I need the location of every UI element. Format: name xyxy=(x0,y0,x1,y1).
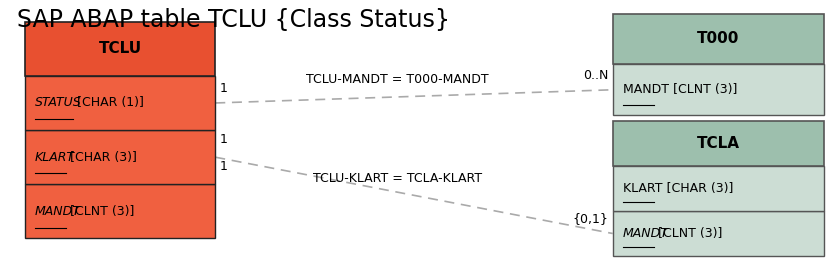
Text: 0..N: 0..N xyxy=(582,69,608,82)
Text: TCLU: TCLU xyxy=(98,41,141,56)
Text: 1: 1 xyxy=(219,160,227,173)
FancyBboxPatch shape xyxy=(25,184,215,238)
FancyBboxPatch shape xyxy=(25,22,215,76)
Text: MANDT: MANDT xyxy=(35,205,80,218)
FancyBboxPatch shape xyxy=(612,211,823,256)
Text: SAP ABAP table TCLU {Class Status}: SAP ABAP table TCLU {Class Status} xyxy=(17,8,449,32)
Text: {0,1}: {0,1} xyxy=(572,212,608,225)
Text: MANDT: MANDT xyxy=(622,227,667,240)
FancyBboxPatch shape xyxy=(25,130,215,184)
Text: MANDT [CLNT (3)]: MANDT [CLNT (3)] xyxy=(622,83,736,96)
Text: [CLNT (3)]: [CLNT (3)] xyxy=(66,205,135,218)
Text: [CHAR (3)]: [CHAR (3)] xyxy=(66,151,137,164)
FancyBboxPatch shape xyxy=(612,121,823,166)
Text: 1: 1 xyxy=(219,133,227,146)
FancyBboxPatch shape xyxy=(612,14,823,64)
FancyBboxPatch shape xyxy=(25,76,215,130)
Text: KLART [CHAR (3)]: KLART [CHAR (3)] xyxy=(622,182,732,195)
Text: 1: 1 xyxy=(219,82,227,95)
Text: STATUS: STATUS xyxy=(35,96,81,109)
Text: TCLU-KLART = TCLA-KLART: TCLU-KLART = TCLA-KLART xyxy=(313,172,481,185)
Text: KLART: KLART xyxy=(35,151,74,164)
Text: [CLNT (3)]: [CLNT (3)] xyxy=(653,227,722,240)
Text: [CHAR (1)]: [CHAR (1)] xyxy=(73,96,143,109)
FancyBboxPatch shape xyxy=(612,64,823,115)
Text: T000: T000 xyxy=(696,31,739,46)
Text: TCLA: TCLA xyxy=(696,136,739,151)
Text: TCLU-MANDT = T000-MANDT: TCLU-MANDT = T000-MANDT xyxy=(306,73,488,86)
FancyBboxPatch shape xyxy=(612,166,823,211)
